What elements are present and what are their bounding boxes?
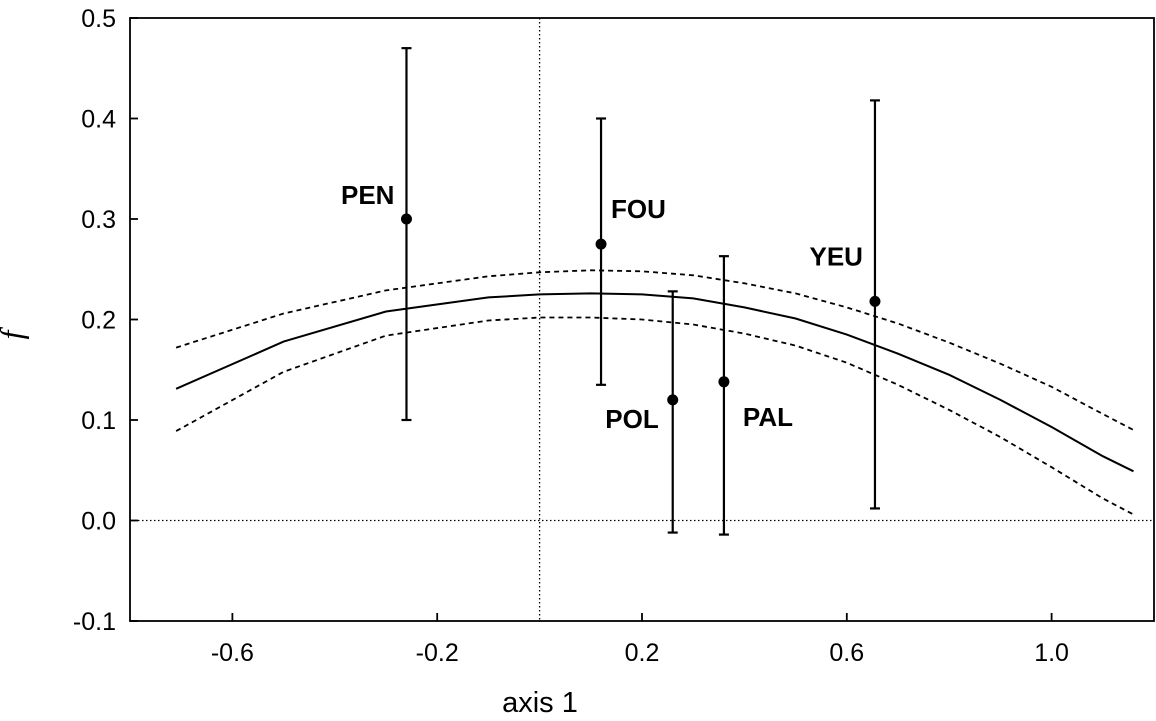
- y-tick-label: 0.2: [81, 307, 116, 335]
- point-yeu: [869, 295, 881, 307]
- y-axis: -0.1 0.0 0.1 0.2 0.3 0.4 0.5: [73, 5, 138, 636]
- y-tick-label: 0.5: [81, 5, 116, 33]
- y-axis-label: f̂: [0, 326, 29, 339]
- x-tick-label: 0.6: [829, 639, 864, 667]
- x-tick-label: 1.0: [1034, 639, 1069, 667]
- confidence-band: [175, 269, 1134, 516]
- y-tick-label: 0.1: [81, 407, 116, 435]
- point-label-yeu: YEU: [809, 241, 862, 271]
- y-tick-label: 0.4: [81, 106, 116, 134]
- x-axis: -0.6 -0.2 0.2 0.6 1.0: [211, 613, 1069, 667]
- y-tick-label: 0.0: [81, 508, 116, 536]
- error-bar-pal: [718, 255, 729, 536]
- point-pol: [667, 394, 679, 406]
- ci-lower-line: [175, 316, 1134, 516]
- point-fou: [595, 238, 607, 250]
- error-bar-fou: [596, 117, 607, 386]
- y-tick-label: -0.1: [73, 608, 116, 636]
- point-label-pal: PAL: [743, 402, 793, 432]
- point-pen: [400, 213, 412, 225]
- data-points: [400, 213, 881, 406]
- fit-curve-line: [175, 292, 1134, 473]
- point-label-pol: POL: [605, 404, 659, 434]
- x-tick-label: 0.2: [625, 639, 660, 667]
- point-labels: PEN FOU POL PAL YEU: [341, 180, 863, 434]
- fitted-curve: [175, 292, 1134, 473]
- point-label-pen: PEN: [341, 180, 394, 210]
- error-bars: [401, 47, 880, 536]
- ci-upper-line: [175, 269, 1134, 431]
- error-bar-pen: [401, 47, 412, 422]
- x-axis-label: axis 1: [502, 687, 578, 719]
- y-tick-label: 0.3: [81, 206, 116, 234]
- x-tick-label: -0.6: [211, 639, 254, 667]
- reference-lines: [130, 18, 1154, 621]
- point-pal: [718, 376, 730, 388]
- point-label-fou: FOU: [611, 194, 666, 224]
- error-bar-pol: [667, 290, 678, 534]
- x-tick-label: -0.2: [416, 639, 459, 667]
